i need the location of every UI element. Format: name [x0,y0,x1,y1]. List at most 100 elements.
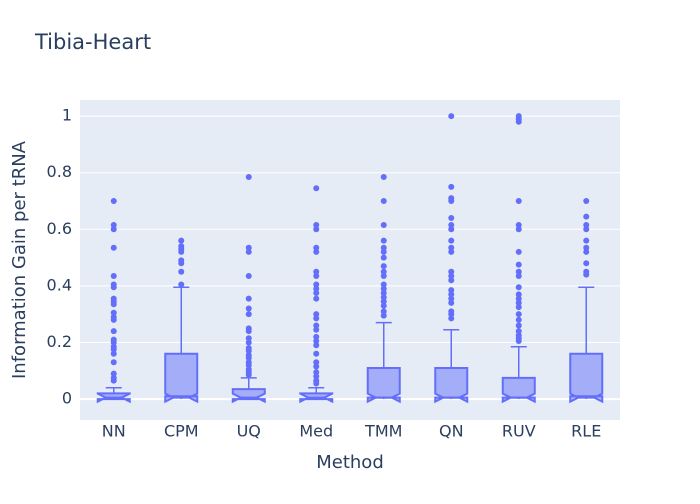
outlier [448,226,455,233]
outlier [313,281,320,288]
outlier [110,350,117,357]
outlier [448,248,455,255]
outlier [313,248,320,255]
outlier [245,362,252,369]
outlier [448,315,455,322]
x-tick-label: QN [439,422,464,441]
chart-title: Tibia-Heart [34,30,151,54]
outlier [448,198,455,205]
outlier [380,289,387,296]
outlier [380,272,387,279]
y-tick-label: 0.4 [47,275,72,294]
outlier [448,113,455,120]
outlier [448,268,455,275]
outlier [313,322,320,329]
x-tick-label: RUV [502,422,536,441]
outlier [110,309,117,316]
outlier [110,370,117,377]
x-tick-label: Med [299,422,333,441]
box [569,352,604,404]
x-axis-title: Method [316,452,384,473]
outlier [380,263,387,270]
outlier [515,299,522,306]
outlier [583,222,590,229]
outlier [380,198,387,205]
outlier [313,185,320,192]
outlier [448,244,455,251]
outlier [245,295,252,302]
x-tick-label: CPM [164,422,199,441]
outlier [178,268,185,275]
outlier [448,214,455,221]
outlier [313,285,320,292]
outlier [313,326,320,333]
box [366,366,401,404]
outlier [380,312,387,319]
outlier [110,301,117,308]
outlier [448,291,455,298]
outlier [448,183,455,190]
outlier [245,244,252,251]
outlier [110,339,117,346]
outlier [178,248,185,255]
outlier [245,372,252,379]
outlier [583,198,590,205]
outlier [515,118,522,125]
outlier [380,173,387,180]
outlier [448,287,455,294]
outlier [313,342,320,349]
outlier [110,328,117,335]
outlier [583,260,590,267]
outlier [313,295,320,302]
outlier [110,272,117,279]
y-tick-label: 0.6 [47,219,72,238]
outlier [515,328,522,335]
outlier [515,311,522,318]
outlier [380,222,387,229]
outlier [313,369,320,376]
outlier [110,198,117,205]
outlier [110,346,117,353]
outlier [245,248,252,255]
outlier [245,173,252,180]
outlier [583,237,590,244]
outlier [313,315,320,322]
outlier [583,244,590,251]
box [164,352,199,404]
outlier [380,302,387,309]
outlier [313,380,320,387]
outlier [515,268,522,275]
y-tick-label: 0.8 [47,162,72,181]
outlier [448,272,455,279]
outlier [178,281,185,288]
y-tick-label: 1 [62,106,72,125]
outlier [583,248,590,255]
outlier [583,271,590,278]
outlier [110,359,117,366]
outlier [313,359,320,366]
outlier [380,268,387,275]
outlier [245,328,252,335]
box [434,366,469,404]
outlier [515,248,522,255]
outlier [515,291,522,298]
outlier [313,272,320,279]
outlier [515,261,522,268]
outlier [448,237,455,244]
outlier [515,272,522,279]
outlier [245,335,252,342]
outlier [515,338,522,345]
outlier [313,363,320,370]
outlier [380,248,387,255]
outlier [380,285,387,292]
y-axis-title: Information Gain per tRNA [9,140,30,379]
outlier [515,226,522,233]
plot-area [80,100,620,420]
outlier [245,347,252,354]
outlier [313,311,320,318]
outlier [448,295,455,302]
outlier [448,277,455,284]
outlier [380,244,387,251]
outlier [583,213,590,220]
